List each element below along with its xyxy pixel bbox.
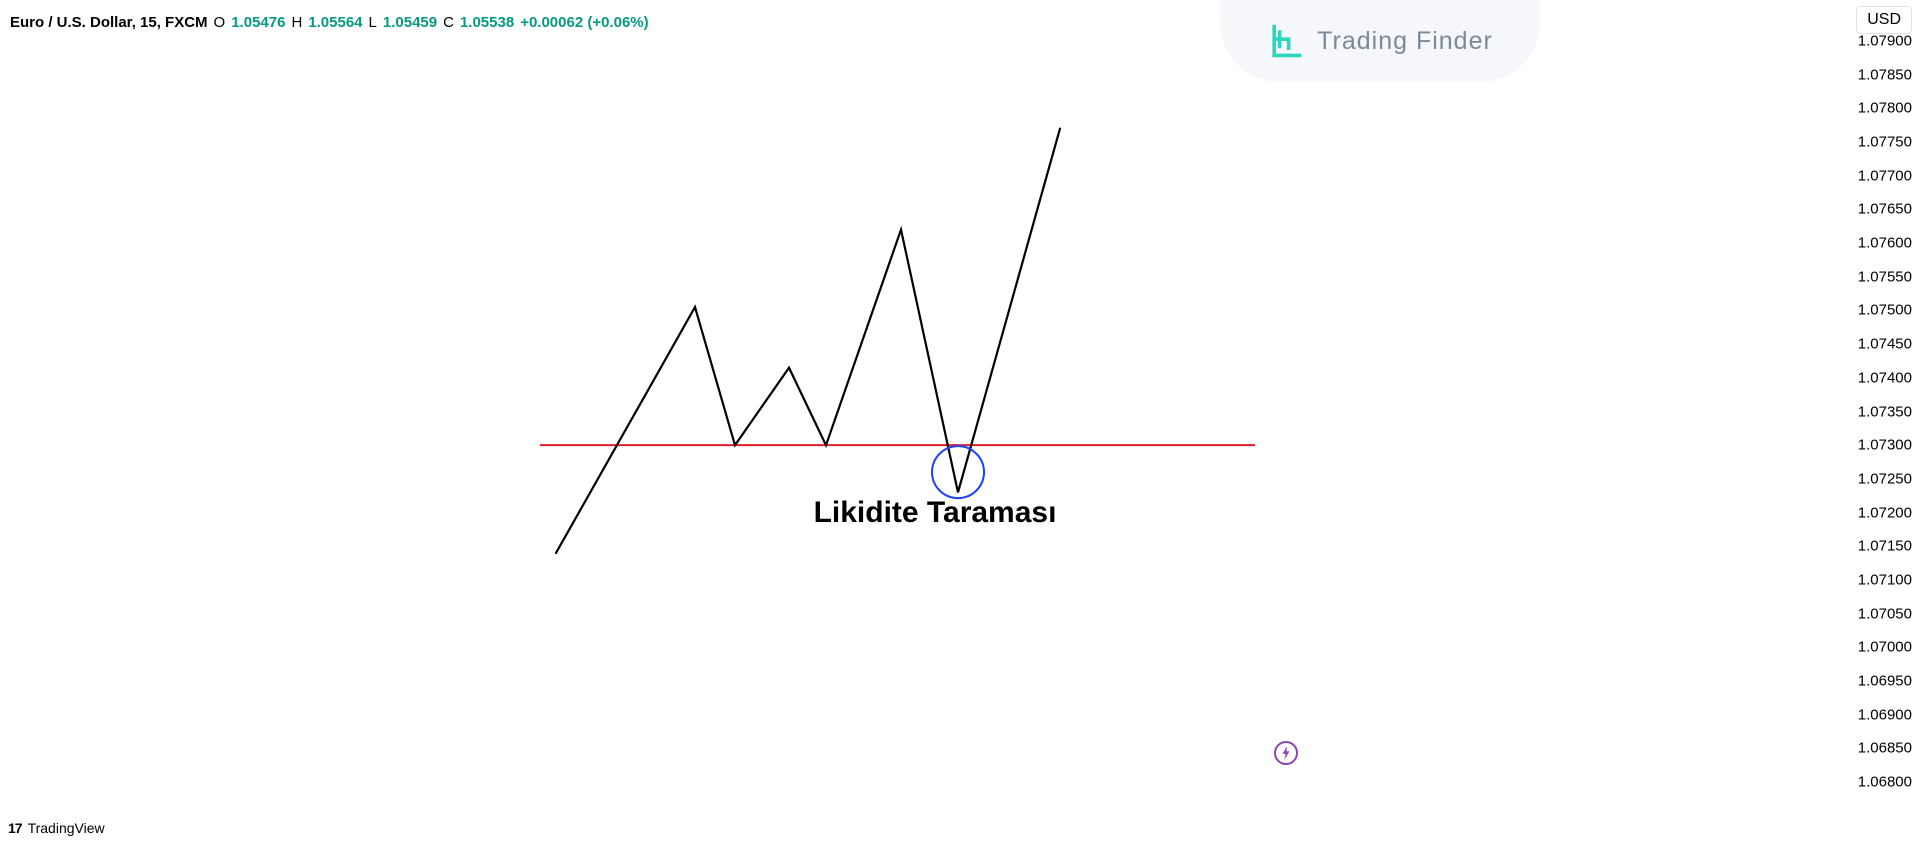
tv-label: TradingView (28, 820, 105, 836)
symbol-name: Euro / U.S. Dollar, 15, FXCM (10, 14, 208, 31)
price-tick: 1.07650 (1858, 201, 1912, 218)
price-tick: 1.07300 (1858, 437, 1912, 454)
chart-svg (0, 30, 1850, 812)
high-label: H (291, 14, 302, 31)
price-tick: 1.06950 (1858, 672, 1912, 689)
price-axis[interactable]: 1.07900 1.07850 1.07800 1.07750 1.07700 1.076… (1850, 30, 1920, 812)
close-label: C (443, 14, 454, 31)
price-tick: 1.07250 (1858, 470, 1912, 487)
high-value: 1.05564 (308, 14, 362, 31)
lightning-icon[interactable] (1274, 741, 1298, 765)
time-axis[interactable]: 21:00603:0006:0009:0012:0015:0018:0021:0… (0, 812, 1850, 842)
symbol-header: Euro / U.S. Dollar, 15, FXCM O1.05476 H1… (10, 12, 649, 32)
price-tick: 1.07150 (1858, 538, 1912, 555)
price-tick: 1.07500 (1858, 302, 1912, 319)
price-tick: 1.07450 (1858, 336, 1912, 353)
tradingview-logo[interactable]: 17 TradingView (8, 820, 105, 836)
low-value: 1.05459 (383, 14, 437, 31)
price-tick: 1.07800 (1858, 100, 1912, 117)
tv-mark: 17 (8, 820, 22, 836)
price-tick: 1.07000 (1858, 639, 1912, 656)
open-label: O (214, 14, 226, 31)
price-tick: 1.07900 (1858, 33, 1912, 50)
price-tick: 1.06800 (1858, 774, 1912, 791)
liquidity-sweep-label: Likidite Taraması (814, 496, 1057, 530)
close-value: 1.05538 (460, 14, 514, 31)
price-line (556, 129, 1060, 553)
price-tick: 1.07850 (1858, 66, 1912, 83)
low-label: L (369, 14, 377, 31)
price-tick: 1.06850 (1858, 740, 1912, 757)
price-tick: 1.07700 (1858, 167, 1912, 184)
price-tick: 1.07400 (1858, 369, 1912, 386)
price-tick: 1.07350 (1858, 403, 1912, 420)
price-tick: 1.06900 (1858, 706, 1912, 723)
price-tick: 1.07600 (1858, 235, 1912, 252)
price-tick: 1.07050 (1858, 605, 1912, 622)
chart-container: Euro / U.S. Dollar, 15, FXCM O1.05476 H1… (0, 0, 1920, 842)
price-tick: 1.07550 (1858, 268, 1912, 285)
price-tick: 1.07100 (1858, 571, 1912, 588)
price-tick: 1.07750 (1858, 134, 1912, 151)
open-value: 1.05476 (231, 14, 285, 31)
price-tick: 1.07200 (1858, 504, 1912, 521)
change-value: +0.00062 (+0.06%) (520, 14, 648, 31)
